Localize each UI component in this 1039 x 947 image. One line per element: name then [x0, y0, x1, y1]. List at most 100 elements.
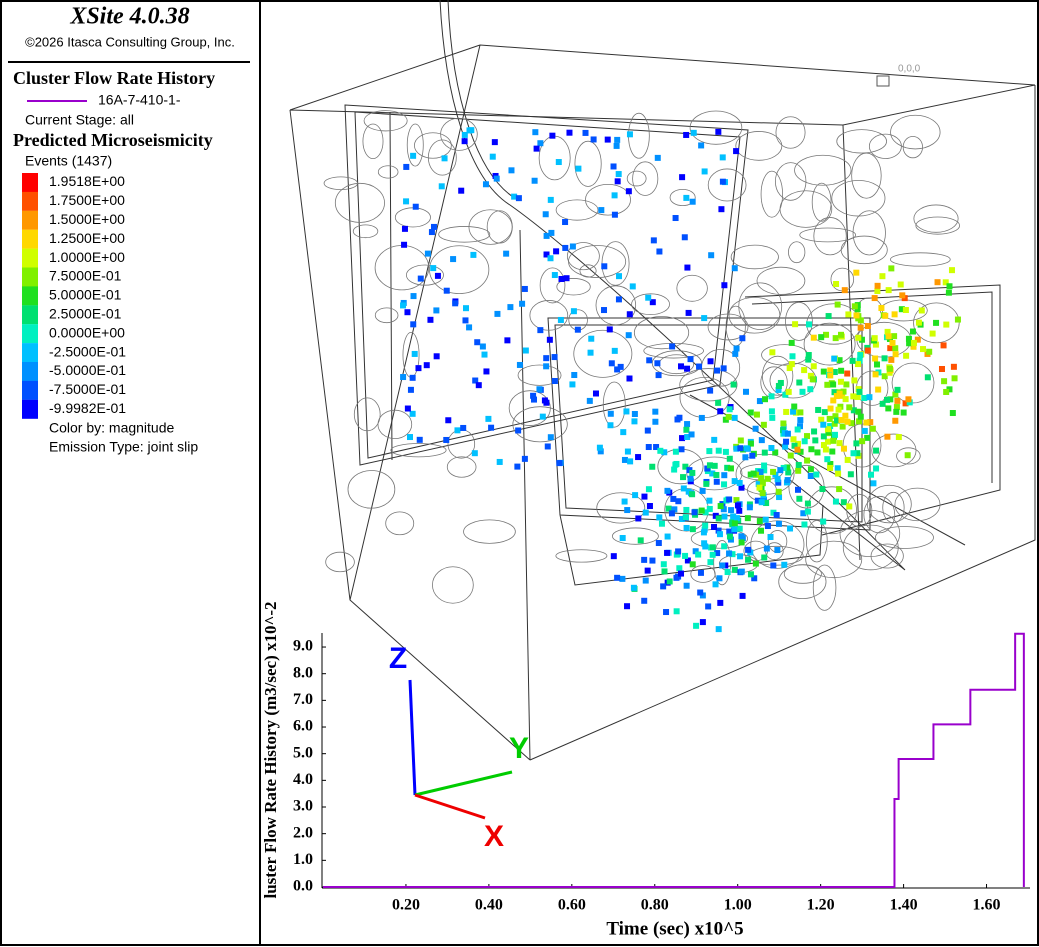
event [508, 167, 515, 174]
event [401, 241, 408, 248]
event [910, 339, 917, 346]
event [808, 446, 815, 453]
event [719, 154, 726, 161]
event [838, 416, 845, 423]
event [857, 352, 864, 359]
event [658, 520, 665, 527]
event [758, 499, 765, 506]
event [674, 416, 681, 423]
event [834, 465, 841, 472]
event [471, 450, 478, 457]
event [657, 447, 664, 454]
event [661, 449, 668, 456]
event [875, 386, 882, 393]
joint-ellipse [690, 565, 716, 583]
event [731, 520, 738, 527]
event [835, 406, 842, 413]
event [533, 145, 540, 152]
event [807, 466, 814, 473]
event [807, 386, 814, 393]
event [730, 513, 737, 520]
copyright: ©2026 Itasca Consulting Group, Inc. [25, 34, 235, 49]
event [747, 409, 754, 416]
event [906, 340, 913, 347]
event [920, 346, 927, 353]
event [725, 413, 732, 420]
event [950, 363, 957, 370]
event [701, 315, 708, 322]
event [833, 280, 840, 287]
event [417, 275, 424, 282]
event [898, 306, 905, 313]
stage: Current Stage: all [25, 112, 134, 128]
joint-ellipse [839, 509, 901, 558]
event [835, 470, 842, 477]
event [910, 343, 917, 350]
event [770, 562, 777, 569]
event [619, 575, 626, 582]
event [707, 559, 714, 566]
event [856, 388, 863, 395]
event [807, 372, 814, 379]
event [770, 468, 777, 475]
event [625, 188, 632, 195]
event [873, 465, 880, 472]
event [714, 550, 721, 557]
joint-ellipse [689, 110, 743, 145]
event [548, 229, 555, 236]
event [827, 423, 834, 430]
event [874, 361, 881, 368]
event [759, 480, 766, 487]
event [645, 444, 652, 451]
joint-ellipse [347, 470, 396, 509]
event [656, 248, 663, 255]
joint-ellipse [803, 322, 856, 366]
event [530, 392, 537, 399]
event [954, 316, 961, 323]
event [563, 275, 570, 282]
joint-ellipse [831, 179, 886, 217]
event [872, 341, 879, 348]
event [445, 417, 452, 424]
event [767, 533, 774, 540]
axis-x [414, 793, 486, 820]
event [683, 506, 690, 513]
event [664, 533, 671, 540]
event [732, 350, 739, 357]
event [684, 421, 691, 428]
event [834, 301, 841, 308]
event [746, 504, 753, 511]
joint-ellipse [446, 456, 477, 478]
event [466, 324, 473, 331]
event [887, 345, 894, 352]
event [641, 556, 648, 563]
event [590, 136, 597, 143]
color-label: 1.5000E+00 [49, 211, 125, 227]
event [661, 568, 668, 575]
joint-ellipse [555, 549, 608, 563]
joint-ellipse [573, 329, 633, 378]
color-swatch [22, 173, 38, 192]
event [830, 381, 837, 388]
event [791, 403, 798, 410]
event [646, 503, 653, 510]
event [887, 396, 894, 403]
event [571, 372, 578, 379]
event [702, 522, 709, 529]
event [712, 581, 719, 588]
event [759, 490, 766, 497]
event [699, 487, 706, 494]
event [853, 269, 860, 276]
event [946, 386, 953, 393]
color-swatch [22, 210, 38, 230]
event [745, 556, 752, 563]
event [797, 409, 804, 416]
event [404, 405, 411, 412]
event [824, 438, 831, 445]
event [624, 507, 631, 514]
event [614, 178, 621, 185]
event [675, 548, 682, 555]
event [692, 548, 699, 555]
event [891, 333, 898, 340]
event [738, 568, 745, 575]
